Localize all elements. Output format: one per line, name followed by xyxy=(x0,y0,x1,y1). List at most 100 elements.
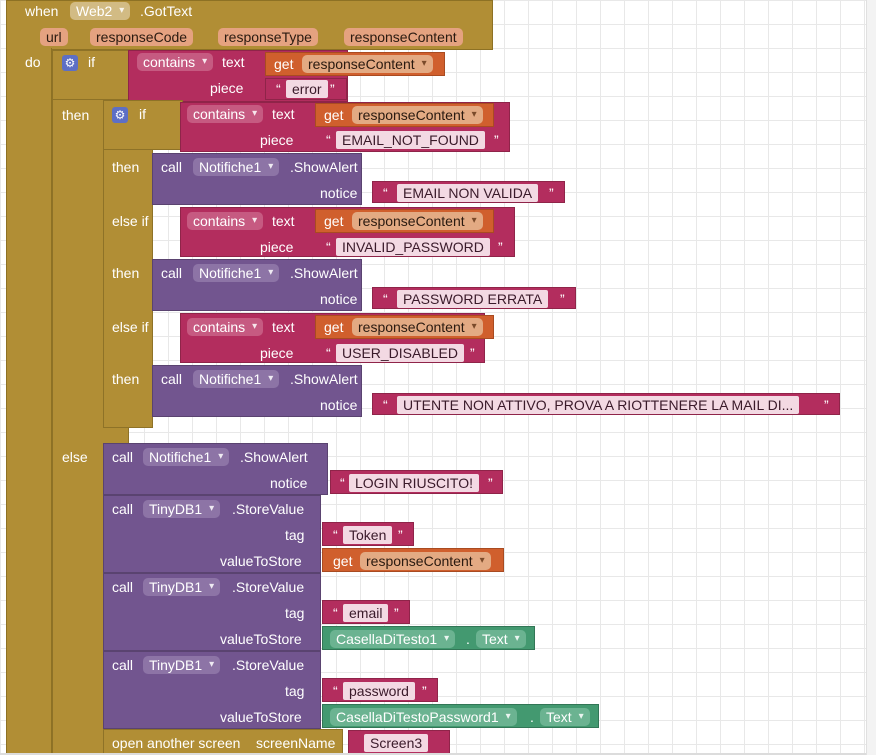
inner-mutator-gear-icon[interactable]: ⚙ xyxy=(112,107,128,123)
string-password-errata[interactable]: PASSWORD ERRATA xyxy=(397,290,549,308)
string-login-riuscito[interactable]: LOGIN RIUSCITO! xyxy=(349,474,479,492)
call-label-s1: call xyxy=(112,501,134,517)
tag-label-s3: tag xyxy=(285,683,305,699)
property-dropdown-text-s2[interactable]: Text xyxy=(476,630,526,648)
string-email[interactable]: email xyxy=(343,604,389,622)
open-quote-n2: “ xyxy=(383,291,388,307)
call-label-s2: call xyxy=(112,579,134,595)
string-email-non-valida[interactable]: EMAIL NON VALIDA xyxy=(397,184,539,202)
contains-dropdown-1[interactable]: contains xyxy=(187,105,264,123)
call-label-else: call xyxy=(112,449,134,465)
get-label-s1: get xyxy=(333,553,353,569)
param-responsetype[interactable]: responseType xyxy=(218,28,318,46)
method-label-1: .ShowAlert xyxy=(290,159,358,175)
component-dropdown-else[interactable]: Notifiche1 xyxy=(143,448,230,466)
value-label-s3: valueToStore xyxy=(220,709,302,725)
get-label-1: get xyxy=(324,107,344,123)
component-dropdown-casella[interactable]: CasellaDiTesto1 xyxy=(330,630,456,648)
string-email-not-found[interactable]: EMAIL_NOT_FOUND xyxy=(336,131,485,149)
param-responsecontent[interactable]: responseContent xyxy=(344,28,463,46)
param-url[interactable]: url xyxy=(40,28,68,46)
horizontal-scrollbar[interactable] xyxy=(0,753,866,755)
get-label-3: get xyxy=(324,319,344,335)
open-quote-n3: “ xyxy=(383,397,388,413)
component-dropdown-1[interactable]: Notifiche1 xyxy=(193,158,280,176)
open-quote-2: “ xyxy=(326,239,331,255)
piece-label-3: piece xyxy=(260,345,294,361)
piece-label-1: piece xyxy=(260,132,294,148)
open-another-screen-block[interactable] xyxy=(103,729,343,755)
method-label-s3: .StoreValue xyxy=(232,657,305,673)
open-quote-s1: “ xyxy=(333,527,338,543)
mutator-gear-icon[interactable]: ⚙ xyxy=(62,55,78,71)
close-quote-3: ” xyxy=(470,345,475,361)
string-token[interactable]: Token xyxy=(343,526,393,544)
notice-label-1: notice xyxy=(320,185,358,201)
contains-dropdown[interactable]: contains xyxy=(137,53,214,71)
screenname-label: screenName xyxy=(256,735,336,751)
component-dropdown-s2[interactable]: TinyDB1 xyxy=(143,578,221,596)
notice-label-2: notice xyxy=(320,291,358,307)
piece-label-2: piece xyxy=(260,239,294,255)
event-block-body xyxy=(6,48,52,755)
component-dropdown-s3[interactable]: TinyDB1 xyxy=(143,656,221,674)
call-showalert-login[interactable] xyxy=(103,443,328,495)
component-dropdown-casella-password[interactable]: CasellaDiTestoPassword1 xyxy=(330,708,517,726)
property-dropdown-text-s3[interactable]: Text xyxy=(540,708,590,726)
param-responsecode[interactable]: responseCode xyxy=(90,28,194,46)
get-var-dropdown[interactable]: responseContent xyxy=(302,55,433,73)
close-quote-n2: ” xyxy=(560,291,565,307)
method-label-3: .ShowAlert xyxy=(290,371,358,387)
close-quote-else: ” xyxy=(488,475,493,491)
else-if-label-2: else if xyxy=(112,319,149,335)
string-utente-non-attivo[interactable]: UTENTE NON ATTIVO, PROVA A RIOTTENERE LA… xyxy=(397,396,800,414)
event-component-dropdown[interactable]: Web2 xyxy=(70,2,131,20)
if-label: if xyxy=(88,54,95,70)
contains-dropdown-3[interactable]: contains xyxy=(187,318,264,336)
open-quote: “ xyxy=(276,81,281,97)
close-quote-1: ” xyxy=(494,132,499,148)
method-label-s2: .StoreValue xyxy=(232,579,305,595)
string-user-disabled[interactable]: USER_DISABLED xyxy=(336,344,464,362)
vertical-scrollbar[interactable] xyxy=(866,0,876,755)
component-dropdown-s1[interactable]: TinyDB1 xyxy=(143,500,221,518)
open-quote-else: “ xyxy=(340,475,345,491)
open-quote-s3: “ xyxy=(333,683,338,699)
open-quote-n1: “ xyxy=(383,185,388,201)
method-label-2: .ShowAlert xyxy=(290,265,358,281)
get-var-dropdown-3[interactable]: responseContent xyxy=(352,318,483,336)
string-password[interactable]: password xyxy=(343,682,415,700)
event-name: .GotText xyxy=(140,3,193,19)
call-label-2: call xyxy=(161,265,183,281)
get-label-2: get xyxy=(324,213,344,229)
get-var-dropdown-s1[interactable]: responseContent xyxy=(360,552,491,570)
string-error[interactable]: error xyxy=(286,80,328,98)
call-label-1: call xyxy=(161,159,183,175)
tag-label-s2: tag xyxy=(285,605,305,621)
then-label-3: then xyxy=(112,371,140,387)
value-label-s1: valueToStore xyxy=(220,553,302,569)
text-label: text xyxy=(222,54,245,70)
close-quote-s2: ” xyxy=(394,605,399,621)
get-var-dropdown-2[interactable]: responseContent xyxy=(352,212,483,230)
contains-dropdown-2[interactable]: contains xyxy=(187,212,264,230)
else-if-label-1: else if xyxy=(112,213,149,229)
string-screen3[interactable]: Screen3 xyxy=(364,734,429,752)
open-screen-label: open another screen xyxy=(112,735,241,751)
value-label-s2: valueToStore xyxy=(220,631,302,647)
open-quote-s2: “ xyxy=(333,605,338,621)
notice-label-3: notice xyxy=(320,397,358,413)
then-label-1: then xyxy=(112,159,140,175)
get-var-dropdown-1[interactable]: responseContent xyxy=(352,106,483,124)
else-label: else xyxy=(62,449,88,465)
close-quote-n3: ” xyxy=(824,397,829,413)
call-showalert-2[interactable] xyxy=(152,259,362,311)
component-dropdown-2[interactable]: Notifiche1 xyxy=(193,264,280,282)
component-dropdown-3[interactable]: Notifiche1 xyxy=(193,370,280,388)
string-invalid-password[interactable]: INVALID_PASSWORD xyxy=(336,238,490,256)
inner-if-block[interactable] xyxy=(103,100,153,428)
tag-label-s1: tag xyxy=(285,527,305,543)
when-label: when xyxy=(25,3,59,19)
method-label-else: .ShowAlert xyxy=(240,449,308,465)
open-quote-1: “ xyxy=(326,132,331,148)
